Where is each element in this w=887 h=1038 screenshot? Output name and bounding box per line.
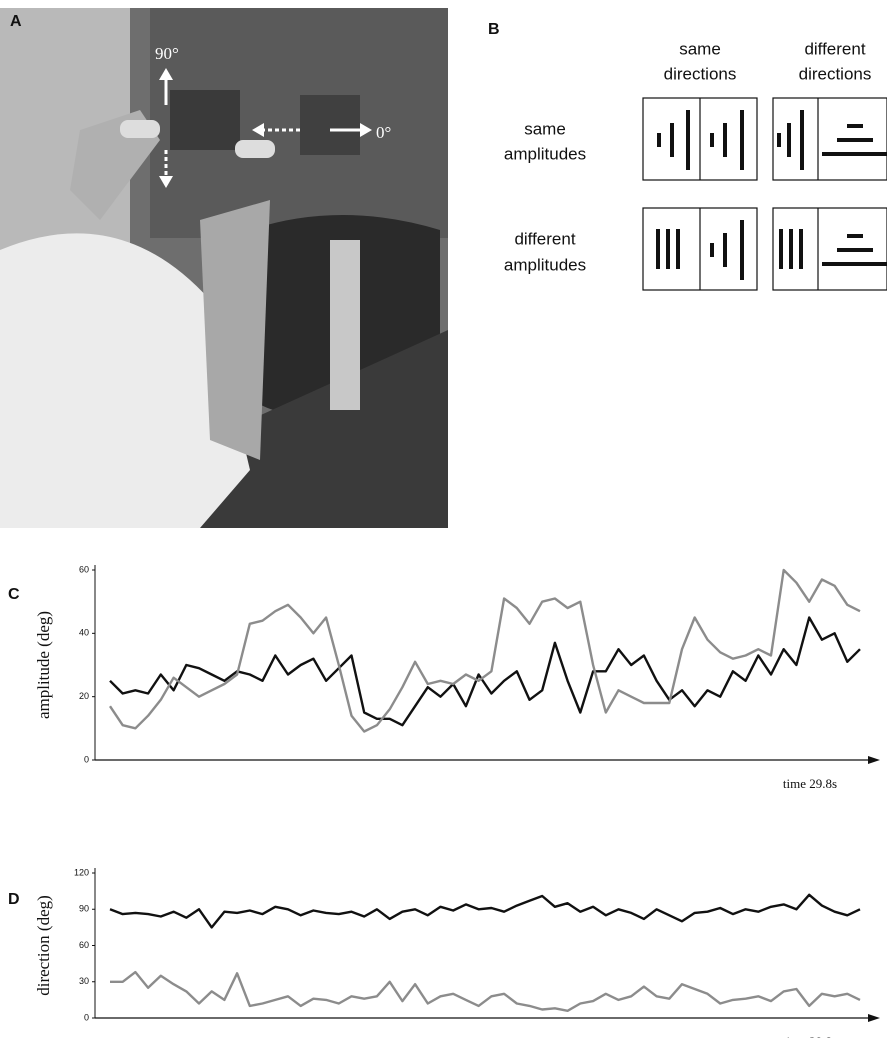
column-header: directions [664,64,737,83]
panel-label: D [8,891,20,908]
stimulus-bars [656,110,887,280]
panel-label: C [8,586,20,603]
y-tick-label: 30 [79,976,89,986]
column-header: different [804,39,865,58]
photo [0,8,448,529]
row-header: amplitudes [504,144,586,163]
data-line [109,568,861,733]
column-header: directions [799,64,872,83]
arrows [159,68,372,188]
annotation: 0° [376,123,391,142]
y-tick-label: 20 [79,691,89,701]
y-tick-label: 0 [84,754,89,764]
y-tick-label: 120 [74,867,89,877]
data-line [109,893,861,929]
y-tick-label: 40 [79,628,89,638]
annotation: 90° [155,44,179,63]
row-header: amplitudes [504,255,586,274]
x-axis-arrow [868,1014,880,1022]
panel-label: A [10,13,22,30]
y-axis-label: amplitude (deg) [34,611,53,719]
x-axis-label: time 29.8s [783,1034,837,1038]
data-line [110,970,861,1012]
y-tick-label: 60 [79,940,89,950]
y-tick-label: 0 [84,1012,89,1022]
y-tick-label: 60 [79,564,89,574]
row-header: different [514,229,575,248]
data-line [109,616,861,727]
column-header: same [679,39,721,58]
condition-boxes [642,97,887,291]
panel-label: B [488,21,500,38]
x-axis-arrow [868,756,880,764]
row-header: same [524,119,566,138]
y-axis-label: direction (deg) [34,895,53,996]
y-tick-label: 90 [79,904,89,914]
x-axis-label: time 29.8s [783,776,837,791]
